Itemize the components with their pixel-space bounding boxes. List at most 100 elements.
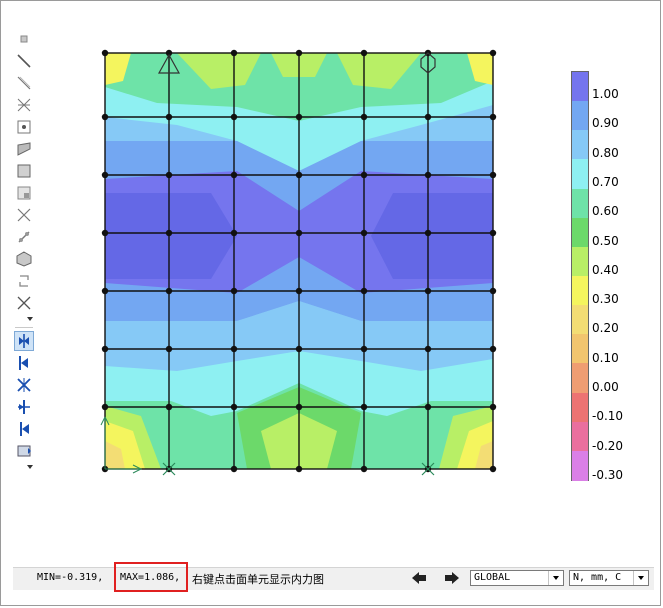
status-bar: MIN=-0.319, MAX=1.086, 右键点击面单元显示内力图 GLOB… <box>13 562 654 592</box>
legend-label: 0.60 <box>592 204 619 219</box>
mesh-node <box>101 287 109 295</box>
mesh-node <box>230 345 238 353</box>
legend-swatch <box>572 421 588 453</box>
mesh-node <box>295 465 303 473</box>
mesh-node <box>165 49 173 57</box>
mesh-node <box>489 171 497 179</box>
legend-swatch <box>572 246 588 278</box>
mesh-node <box>489 345 497 353</box>
support-x-icon[interactable] <box>14 293 34 313</box>
arrow-left-icon <box>412 572 426 584</box>
mesh-node <box>101 403 109 411</box>
show-plate-force-icon[interactable] <box>14 331 34 351</box>
mesh-node <box>489 403 497 411</box>
legend-swatch <box>572 217 588 249</box>
plate-force-icon[interactable] <box>14 353 34 373</box>
spring-icon[interactable] <box>14 95 34 115</box>
moment-icon[interactable] <box>14 375 34 395</box>
max-value: MAX=1.086, <box>120 572 181 583</box>
mesh-node <box>424 229 432 237</box>
legend-label: -0.20 <box>592 438 624 453</box>
legend-label: 0.70 <box>592 174 619 189</box>
release-icon[interactable] <box>14 271 34 291</box>
mesh-node <box>165 345 173 353</box>
legend-swatch <box>572 334 588 365</box>
mesh-node <box>424 171 432 179</box>
mesh-nodes <box>101 49 497 473</box>
mesh-node <box>295 171 303 179</box>
mesh-node <box>230 171 238 179</box>
deformation-icon[interactable] <box>14 441 34 461</box>
legend-label: 0.50 <box>592 233 619 248</box>
mesh-node <box>165 171 173 179</box>
chevron-down-icon[interactable] <box>548 571 563 585</box>
prev-arrow-button[interactable] <box>408 569 430 587</box>
shear-icon[interactable] <box>14 397 34 417</box>
contour-plot[interactable] <box>61 21 541 501</box>
cube-icon[interactable] <box>14 249 34 269</box>
arrow-right-icon <box>445 572 459 584</box>
axis-triad-icon <box>100 416 143 474</box>
solid-icon[interactable] <box>14 183 34 203</box>
mesh-node <box>295 403 303 411</box>
max-highlight-box <box>114 562 188 592</box>
legend-color-bar <box>571 71 589 482</box>
mesh-node <box>489 229 497 237</box>
legend-swatch <box>572 188 588 219</box>
mesh-node <box>360 287 368 295</box>
legend-swatch <box>572 363 588 394</box>
mesh-node <box>101 229 109 237</box>
next-arrow-button[interactable] <box>441 569 463 587</box>
mesh-node <box>424 287 432 295</box>
mesh-node <box>101 345 109 353</box>
axial-icon[interactable] <box>14 419 34 439</box>
mesh-node <box>360 171 368 179</box>
hint-text: 右键点击面单元显示内力图 <box>192 573 324 586</box>
bottom-support-left-icon <box>162 462 176 476</box>
shell-icon[interactable] <box>14 161 34 181</box>
toolbar-dropdown-icon[interactable] <box>27 317 33 321</box>
mesh-node <box>295 229 303 237</box>
mesh-node <box>424 403 432 411</box>
coord-system-select[interactable]: GLOBAL <box>470 570 564 586</box>
legend-swatch <box>572 159 588 190</box>
mesh-node <box>230 113 238 121</box>
mesh-node <box>360 403 368 411</box>
mesh-node <box>165 403 173 411</box>
toolbar-dropdown-icon-2[interactable] <box>27 465 33 469</box>
legend-swatch <box>572 450 588 482</box>
legend-label: -0.10 <box>592 409 624 424</box>
mesh-node <box>101 113 109 121</box>
legend-label: 0.20 <box>592 321 619 336</box>
legend-swatch <box>572 305 588 336</box>
panel-icon[interactable] <box>14 117 34 137</box>
chevron-down-icon[interactable] <box>633 571 648 585</box>
plate-icon[interactable] <box>14 139 34 159</box>
mesh-node <box>489 465 497 473</box>
mesh-node <box>165 229 173 237</box>
roller-support-icon <box>420 52 436 74</box>
pin-support-icon <box>157 53 181 74</box>
units-select[interactable]: N, mm, C <box>569 570 649 586</box>
mesh-node <box>424 345 432 353</box>
line-element-icon[interactable] <box>14 51 34 71</box>
vertical-toolbar <box>12 27 36 559</box>
truss-element-icon[interactable] <box>14 73 34 93</box>
mesh-node <box>230 465 238 473</box>
units-value: N, mm, C <box>573 572 622 583</box>
legend-swatch <box>572 276 588 307</box>
link-icon[interactable] <box>14 227 34 247</box>
legend-label: 0.80 <box>592 145 619 160</box>
mesh-node <box>489 113 497 121</box>
mesh-node <box>489 287 497 295</box>
legend-label: 0.40 <box>592 262 619 277</box>
legend-label: 0.90 <box>592 116 619 131</box>
beam-cross-icon[interactable] <box>14 205 34 225</box>
mesh-node <box>230 403 238 411</box>
mesh-node <box>360 49 368 57</box>
bottom-support-right-icon <box>421 462 435 476</box>
mesh-node <box>101 49 109 57</box>
legend-swatch <box>572 130 588 161</box>
node-icon[interactable] <box>14 29 34 49</box>
mesh-node <box>489 49 497 57</box>
